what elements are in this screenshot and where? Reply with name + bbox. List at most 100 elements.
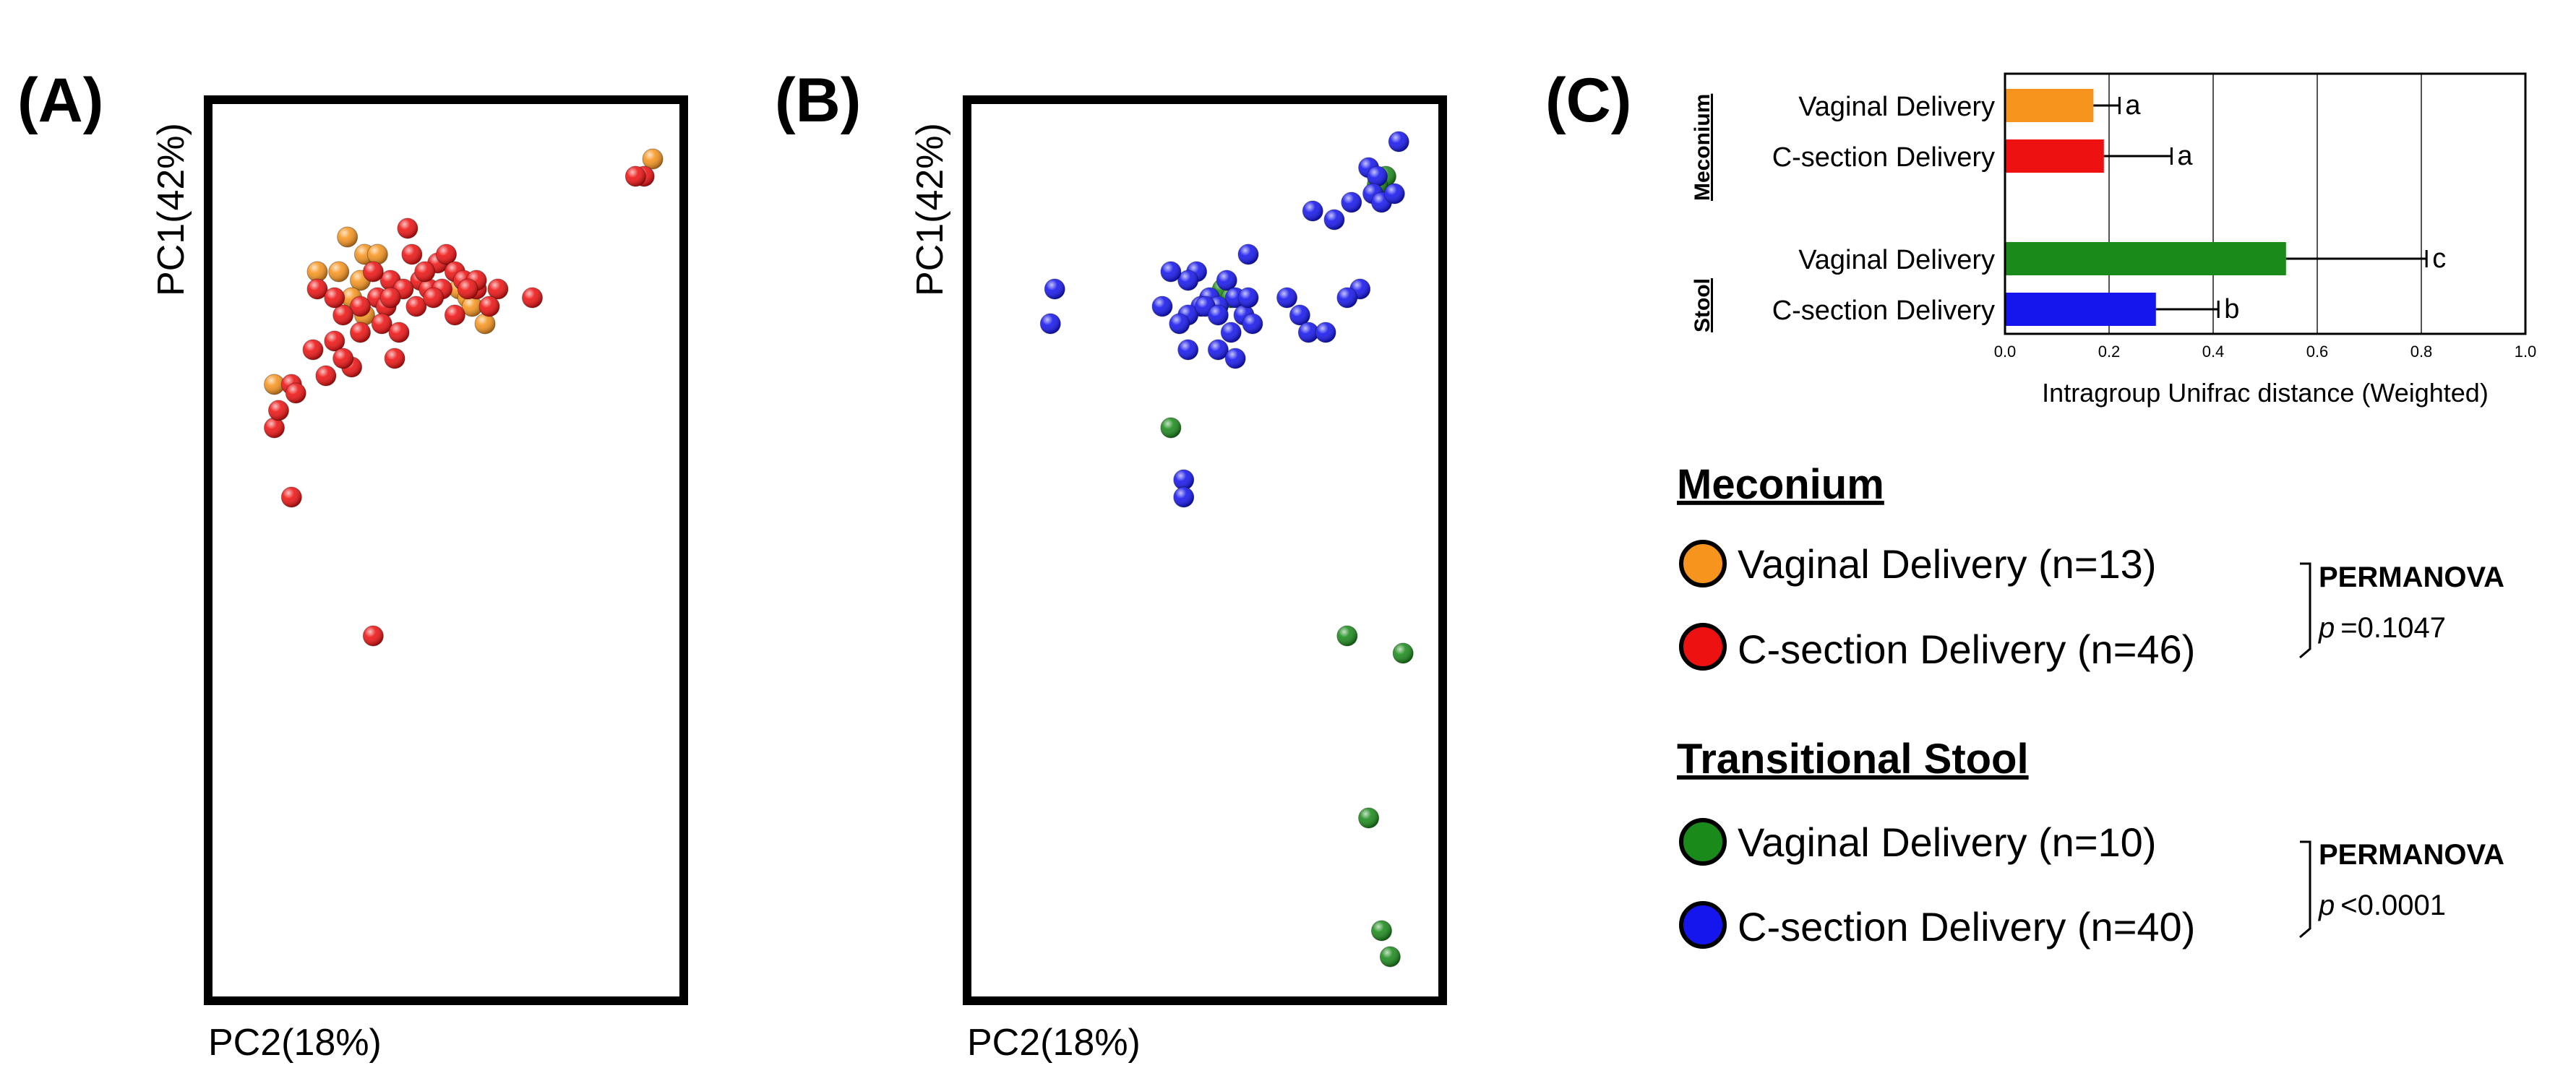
- point-shine: [458, 279, 478, 299]
- panel-b-point-s1-31: [1177, 339, 1199, 361]
- bar-significance-3: b: [2224, 294, 2239, 324]
- point-shine: [1388, 132, 1409, 152]
- panel-a-point-s1-10: [487, 278, 509, 300]
- legend-meconium-vaginal-swatch: [1679, 540, 1727, 587]
- point-shine: [268, 400, 289, 421]
- point-shine: [1302, 201, 1323, 221]
- pcoa-panel-b: (B) PC2(18%) PC1(42%): [775, 66, 1447, 1064]
- panel-a-point-s0-2: [366, 244, 388, 265]
- bar-significance-2: c: [2432, 244, 2446, 274]
- point-shine: [1208, 305, 1229, 325]
- legend-stool-permanova-p: p <0.0001: [2318, 890, 2446, 921]
- panel-a-point-s1-25: [267, 400, 289, 421]
- point-shine: [1169, 314, 1190, 334]
- bar-x-tick-label: 0.6: [2306, 343, 2329, 361]
- point-shine: [264, 374, 285, 395]
- bar-x-tick-label: 1.0: [2515, 343, 2537, 361]
- panel-a-point-s1-39: [444, 304, 465, 326]
- point-shine: [1336, 288, 1357, 308]
- panel-a-point-s0-0: [337, 226, 359, 248]
- bar-x-tick-label: 0.0: [1994, 343, 2017, 361]
- legend-meconium-csection-swatch: [1679, 623, 1727, 671]
- panel-b-point-s0-3: [1336, 625, 1358, 647]
- panel-a-point-s1-28: [624, 165, 646, 187]
- point-shine: [1298, 322, 1319, 343]
- point-shine: [462, 296, 483, 316]
- point-shine: [1152, 296, 1172, 316]
- point-shine: [1225, 348, 1246, 369]
- point-shine: [337, 227, 358, 247]
- panel-b-frame: [963, 95, 1447, 1005]
- panel-c-label: (C): [1545, 66, 1631, 135]
- point-shine: [487, 279, 508, 299]
- legend-stool-permanova-title: PERMANOVA: [2319, 839, 2504, 871]
- panel-b-point-s1-37: [1242, 313, 1263, 335]
- point-shine: [1380, 947, 1401, 967]
- legend-stool-p-value: <0.0001: [2340, 890, 2446, 921]
- point-shine: [1160, 262, 1181, 282]
- panel-b-label: (B): [775, 66, 861, 135]
- point-shine: [1336, 626, 1357, 646]
- bar-x-tick-label: 0.2: [2098, 343, 2121, 361]
- bar-0: [2005, 89, 2094, 122]
- panel-b-point-s1-8: [1383, 183, 1405, 204]
- panel-b-point-s0-2: [1160, 417, 1182, 439]
- legend-meconium: Meconium Vaginal Delivery (n=13) C-secti…: [1677, 461, 2504, 672]
- bar-panel-c: (C) a a c b 0.0 0.2 0.4 0.6 0.8 1.0 Intragroup U…: [1545, 66, 2536, 408]
- panel-a-label: (A): [17, 66, 103, 135]
- panel-a-point-s1-19: [302, 339, 324, 361]
- panel-a-point-s1-44: [423, 287, 445, 309]
- point-shine: [363, 262, 384, 282]
- bar-x-ticks: 0.0 0.2 0.4 0.6 0.8 1.0: [1994, 343, 2537, 361]
- panel-b-point-s1-34: [1044, 278, 1065, 300]
- bar-group-label-meconium: Meconium: [1691, 94, 1714, 201]
- point-shine: [1358, 808, 1379, 828]
- panel-b-point-s1-12: [1216, 270, 1237, 291]
- point-shine: [405, 296, 426, 316]
- panel-a-point-s1-1: [401, 244, 423, 265]
- point-shine: [367, 244, 388, 264]
- panel-b-point-s1-11: [1177, 270, 1199, 291]
- panel-a-point-s0-12: [328, 261, 350, 283]
- point-shine: [1341, 192, 1362, 212]
- point-shine: [363, 626, 384, 646]
- panel-b-point-s0-5: [1358, 807, 1380, 829]
- point-shine: [303, 340, 324, 360]
- panel-b-point-s1-28: [1220, 322, 1242, 343]
- panel-a-point-s1-35: [285, 382, 306, 404]
- bar-significance-1: a: [2177, 141, 2193, 171]
- bar-1: [2005, 139, 2104, 173]
- panel-a-point-s1-17: [332, 304, 354, 326]
- panel-b-point-s1-21: [1276, 287, 1298, 309]
- point-shine: [281, 487, 302, 507]
- panel-a-point-s1-32: [414, 261, 436, 283]
- point-shine: [1238, 244, 1258, 264]
- point-shine: [479, 296, 499, 316]
- point-shine: [1242, 314, 1263, 334]
- bar-plot-frame: [2004, 72, 2527, 335]
- point-shine: [380, 288, 401, 308]
- panel-b-point-s1-22: [1289, 304, 1310, 326]
- panel-a-point-s1-3: [436, 244, 457, 265]
- point-shine: [328, 262, 349, 282]
- legend-meconium-heading: Meconium: [1677, 461, 1884, 508]
- panel-a-point-s1-41: [350, 322, 371, 343]
- bar-marks: a a c b: [2005, 89, 2446, 326]
- bar-gridlines: [2108, 74, 2422, 334]
- panel-b-points: [1039, 131, 1414, 968]
- panel-a-point-s0-8: [461, 296, 483, 317]
- panel-a-point-s1-40: [388, 322, 410, 343]
- point-shine: [1371, 921, 1392, 941]
- panel-a-point-s1-36: [371, 313, 392, 335]
- point-shine: [332, 305, 353, 325]
- legend-stool-vaginal-swatch: [1679, 818, 1727, 866]
- legend-meconium-permanova-title: PERMANOVA: [2319, 561, 2504, 593]
- panel-b-point-s1-39: [1173, 486, 1195, 508]
- panel-a-point-s1-26: [280, 486, 302, 508]
- panel-b-point-s1-27: [1237, 287, 1259, 309]
- point-shine: [1221, 322, 1242, 343]
- point-shine: [350, 322, 371, 343]
- panel-b-point-s1-6: [1323, 209, 1345, 231]
- bar-category-labels: Vaginal Delivery C-section Delivery Vagina…: [1772, 92, 1995, 326]
- panel-a-x-axis-label: PC2(18%): [208, 1022, 382, 1064]
